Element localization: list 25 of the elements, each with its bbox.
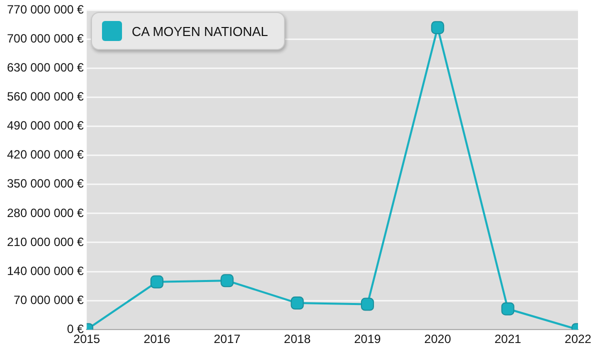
point — [150, 275, 164, 288]
point — [360, 298, 374, 311]
point — [290, 296, 304, 310]
x-tick-label: 2016 — [144, 332, 171, 346]
y-tick-label: 560 000 000 € — [6, 90, 84, 104]
legend-label: CA MOYEN NATIONAL — [132, 24, 268, 39]
y-tick-label: 630 000 000 € — [6, 60, 84, 75]
y-tick-label: 490 000 000 € — [6, 118, 84, 133]
point — [220, 274, 234, 288]
y-tick-label: 350 000 000 € — [6, 176, 84, 191]
x-tick-label: 2021 — [494, 332, 522, 346]
y-tick-label: 420 000 000 € — [6, 148, 84, 162]
y-tick-label: 280 000 000 € — [6, 206, 84, 220]
y-tick-label: 70 000 000 € — [14, 292, 84, 307]
x-tick-label: 2020 — [424, 332, 452, 346]
x-tick-label: 2019 — [354, 332, 382, 346]
x-tick-label: 2022 — [564, 332, 592, 346]
point — [431, 21, 444, 34]
y-tick-label: 140 000 000 € — [6, 264, 84, 278]
x-tick-label: 2018 — [284, 332, 311, 346]
x-tick-label: 2017 — [214, 332, 241, 346]
y-tick-label: 210 000 000 € — [6, 234, 84, 249]
y-tick-label: 770 000 000 € — [6, 2, 84, 17]
point — [501, 302, 514, 316]
y-tick-label: 700 000 000 € — [6, 32, 84, 46]
